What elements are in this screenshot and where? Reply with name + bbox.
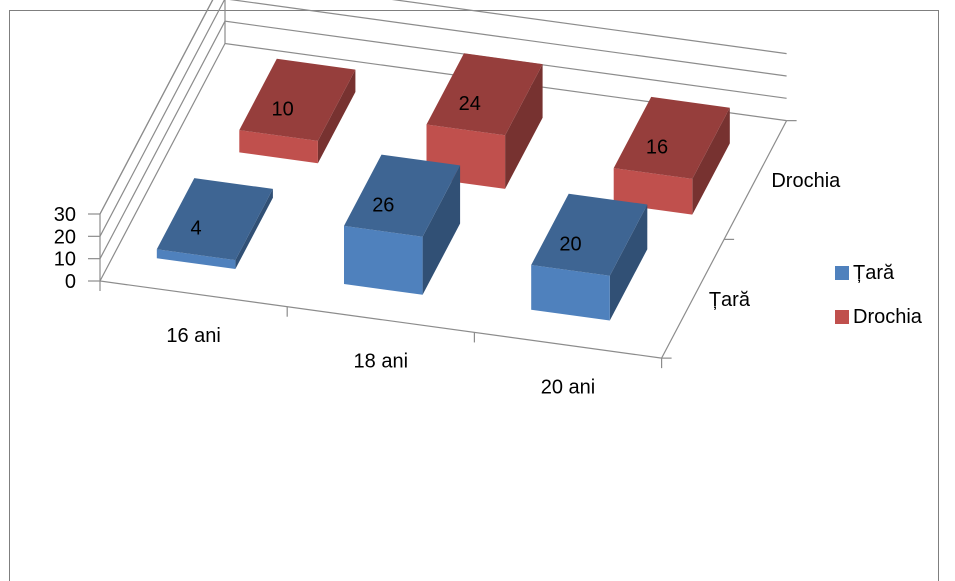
gridline-30 <box>99 0 787 215</box>
depth-axis-label: Drochia <box>771 170 841 192</box>
bar <box>239 58 356 164</box>
bar-side-face <box>609 204 648 321</box>
x-tick-labels: 16 ani 18 ani 20 ani <box>166 325 595 398</box>
data-label: 4 <box>191 218 202 240</box>
legend-swatch <box>835 266 849 280</box>
bar-top-face <box>426 53 543 136</box>
bar-side-face <box>317 69 356 164</box>
bar-front-face <box>156 249 236 269</box>
x-tick-label: 18 ani <box>354 351 409 373</box>
bar <box>613 96 730 215</box>
depth-axis-label: Țară <box>709 289 751 311</box>
bar-side-face <box>422 165 461 295</box>
legend-swatch <box>835 310 849 324</box>
bar-side-face <box>692 107 730 215</box>
x-tick-label: 20 ani <box>541 376 596 398</box>
depth-axis-labels: Drochia Țară <box>709 170 841 311</box>
data-labels: 10 24 16 4 26 20 <box>191 93 669 255</box>
data-label: 26 <box>372 194 394 216</box>
axes <box>88 120 797 369</box>
data-label: 24 <box>459 93 481 115</box>
data-label: 16 <box>646 137 668 159</box>
legend-label: Drochia <box>853 306 923 328</box>
bar-front-face <box>344 225 423 295</box>
bar-front-face <box>531 265 610 321</box>
y-tick-label: 30 <box>54 204 76 226</box>
data-label: 20 <box>559 233 581 255</box>
bar-side-face <box>505 64 543 189</box>
legend-label: Țară <box>853 262 895 284</box>
y-tick-label: 10 <box>54 249 76 271</box>
bar <box>344 154 461 295</box>
gridlines <box>99 0 787 259</box>
bars <box>156 53 730 321</box>
bar-top-face <box>239 58 356 141</box>
bar <box>531 193 648 321</box>
data-label: 10 <box>271 98 293 120</box>
bar <box>156 178 273 269</box>
bar-top-face <box>613 96 730 179</box>
x-tick-label: 16 ani <box>166 325 221 347</box>
legend: Țară Drochia <box>835 262 923 328</box>
gridline-10 <box>99 20 787 259</box>
bar-top-face <box>156 178 273 261</box>
gridline-20 <box>99 0 787 237</box>
bar-top-face <box>344 154 461 237</box>
bar-front-face <box>239 130 318 164</box>
bar-top-face <box>531 193 648 276</box>
y-tick-label: 0 <box>65 271 76 293</box>
y-tick-label: 20 <box>54 226 76 248</box>
bar-side-face <box>235 188 273 269</box>
